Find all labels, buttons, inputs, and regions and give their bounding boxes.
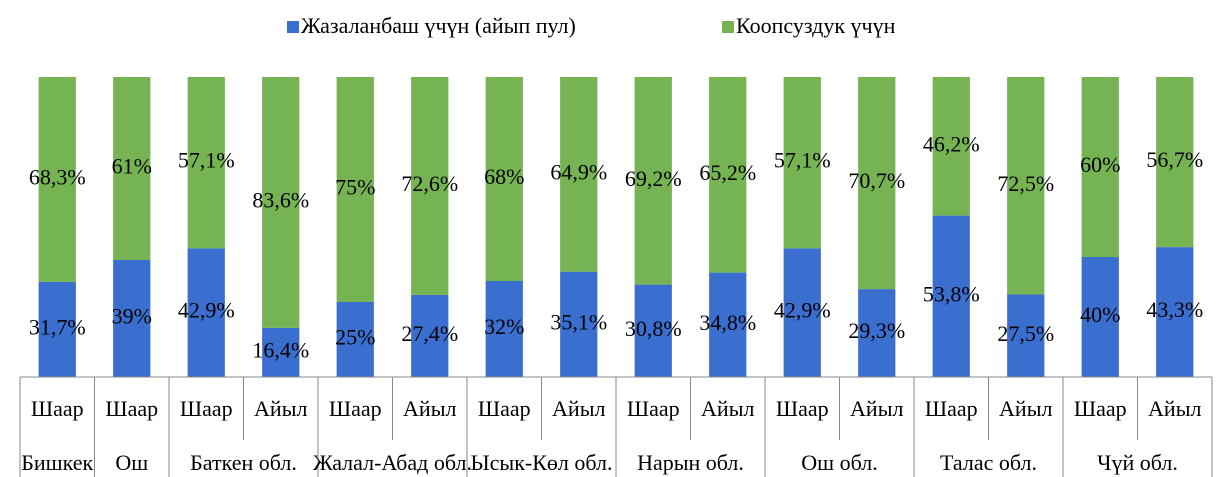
value-label: 46,2% (923, 131, 980, 156)
group-label: Чүй обл. (1097, 450, 1178, 475)
value-label: 29,3% (848, 318, 905, 343)
bar-segment (187, 248, 225, 377)
bar-segment (1156, 247, 1194, 377)
bar-segment (38, 281, 76, 377)
value-label: 75% (335, 175, 375, 200)
value-label: 56,7% (1146, 147, 1203, 172)
value-label: 61% (112, 154, 152, 179)
bar-segment (932, 215, 970, 377)
bar-segment (783, 248, 821, 377)
value-label: 27,5% (997, 321, 1054, 346)
value-label: 40% (1080, 302, 1120, 327)
x-tick-label: Айыл (254, 396, 307, 421)
x-tick-label: Айыл (999, 396, 1052, 421)
x-tick-label: Шаар (627, 396, 680, 421)
bar-segment (709, 272, 747, 377)
group-label: Жалал-Абад обл. (313, 450, 472, 475)
value-label: 60% (1080, 152, 1120, 177)
legend-label: Жазаланбаш үчүн (айып пул) (301, 13, 576, 38)
value-label: 32% (484, 314, 524, 339)
bar-segment (187, 77, 225, 249)
group-label: Баткен обл. (190, 450, 297, 475)
bar-segment (1081, 257, 1119, 377)
legend-label: Коопсуздук үчүн (736, 13, 896, 38)
value-label: 69,2% (625, 166, 682, 191)
bar-segment (1007, 77, 1045, 295)
value-label: 68,3% (29, 164, 86, 189)
x-tick-label: Шаар (180, 396, 233, 421)
group-label: Бишкек (21, 450, 93, 475)
bar-segment (262, 327, 300, 377)
group-label: Ош (115, 450, 148, 475)
value-label: 39% (112, 304, 152, 329)
value-label: 35,1% (550, 309, 607, 334)
value-label: 16,4% (252, 337, 309, 362)
value-label: 53,8% (923, 281, 980, 306)
x-tick-label: Айыл (403, 396, 456, 421)
value-label: 57,1% (178, 148, 235, 173)
bar-segment (336, 77, 374, 302)
value-label: 64,9% (550, 159, 607, 184)
x-tick-label: Шаар (105, 396, 158, 421)
x-tick-label: Шаар (925, 396, 978, 421)
group-label: Ош обл. (801, 450, 877, 475)
legend-swatch (287, 21, 299, 33)
value-label: 30,8% (625, 316, 682, 341)
x-tick-label: Айыл (701, 396, 754, 421)
bar-segment (932, 77, 970, 216)
x-tick-label: Шаар (776, 396, 829, 421)
bar-segment (858, 289, 896, 377)
value-label: 70,7% (848, 168, 905, 193)
bar-segment (858, 77, 896, 290)
value-label: 57,1% (774, 148, 831, 173)
bar-segment (411, 77, 449, 295)
group-label: Талас обл. (940, 450, 1037, 475)
value-label: 68% (484, 164, 524, 189)
value-label: 42,9% (774, 298, 831, 323)
x-tick-label: Айыл (850, 396, 903, 421)
bar-segment (113, 77, 151, 260)
x-tick-label: Шаар (1074, 396, 1127, 421)
value-label: 42,9% (178, 298, 235, 323)
value-label: 25% (335, 325, 375, 350)
bar-segment (485, 77, 523, 281)
value-label: 72,5% (997, 171, 1054, 196)
value-label: 34,8% (699, 310, 756, 335)
bar-segment (783, 77, 821, 249)
x-tick-label: Шаар (329, 396, 382, 421)
bar-segment (560, 77, 598, 272)
value-label: 27,4% (401, 321, 458, 346)
group-label: Нарын обл. (637, 450, 744, 475)
value-label: 83,6% (252, 187, 309, 212)
bar-segment (560, 271, 598, 377)
bar-segment (709, 77, 747, 273)
value-label: 31,7% (29, 314, 86, 339)
bar-segment (113, 260, 151, 377)
x-tick-label: Айыл (552, 396, 605, 421)
bar-segment (262, 77, 300, 328)
bar-segment (411, 294, 449, 377)
x-tick-label: Шаар (31, 396, 84, 421)
bar-segment (38, 77, 76, 282)
bar-segment (485, 281, 523, 377)
bar-segment (634, 284, 672, 377)
legend-swatch (722, 21, 734, 33)
value-label: 43,3% (1146, 297, 1203, 322)
bar-segment (634, 77, 672, 285)
value-label: 72,6% (401, 171, 458, 196)
bar-segment (1156, 77, 1194, 248)
x-tick-label: Айыл (1148, 396, 1201, 421)
bar-segment (1007, 294, 1045, 377)
group-label: Ысык-Көл обл. (470, 450, 612, 475)
bar-segment (1081, 77, 1119, 257)
x-tick-label: Шаар (478, 396, 531, 421)
value-label: 65,2% (699, 160, 756, 185)
bar-segment (336, 302, 374, 377)
